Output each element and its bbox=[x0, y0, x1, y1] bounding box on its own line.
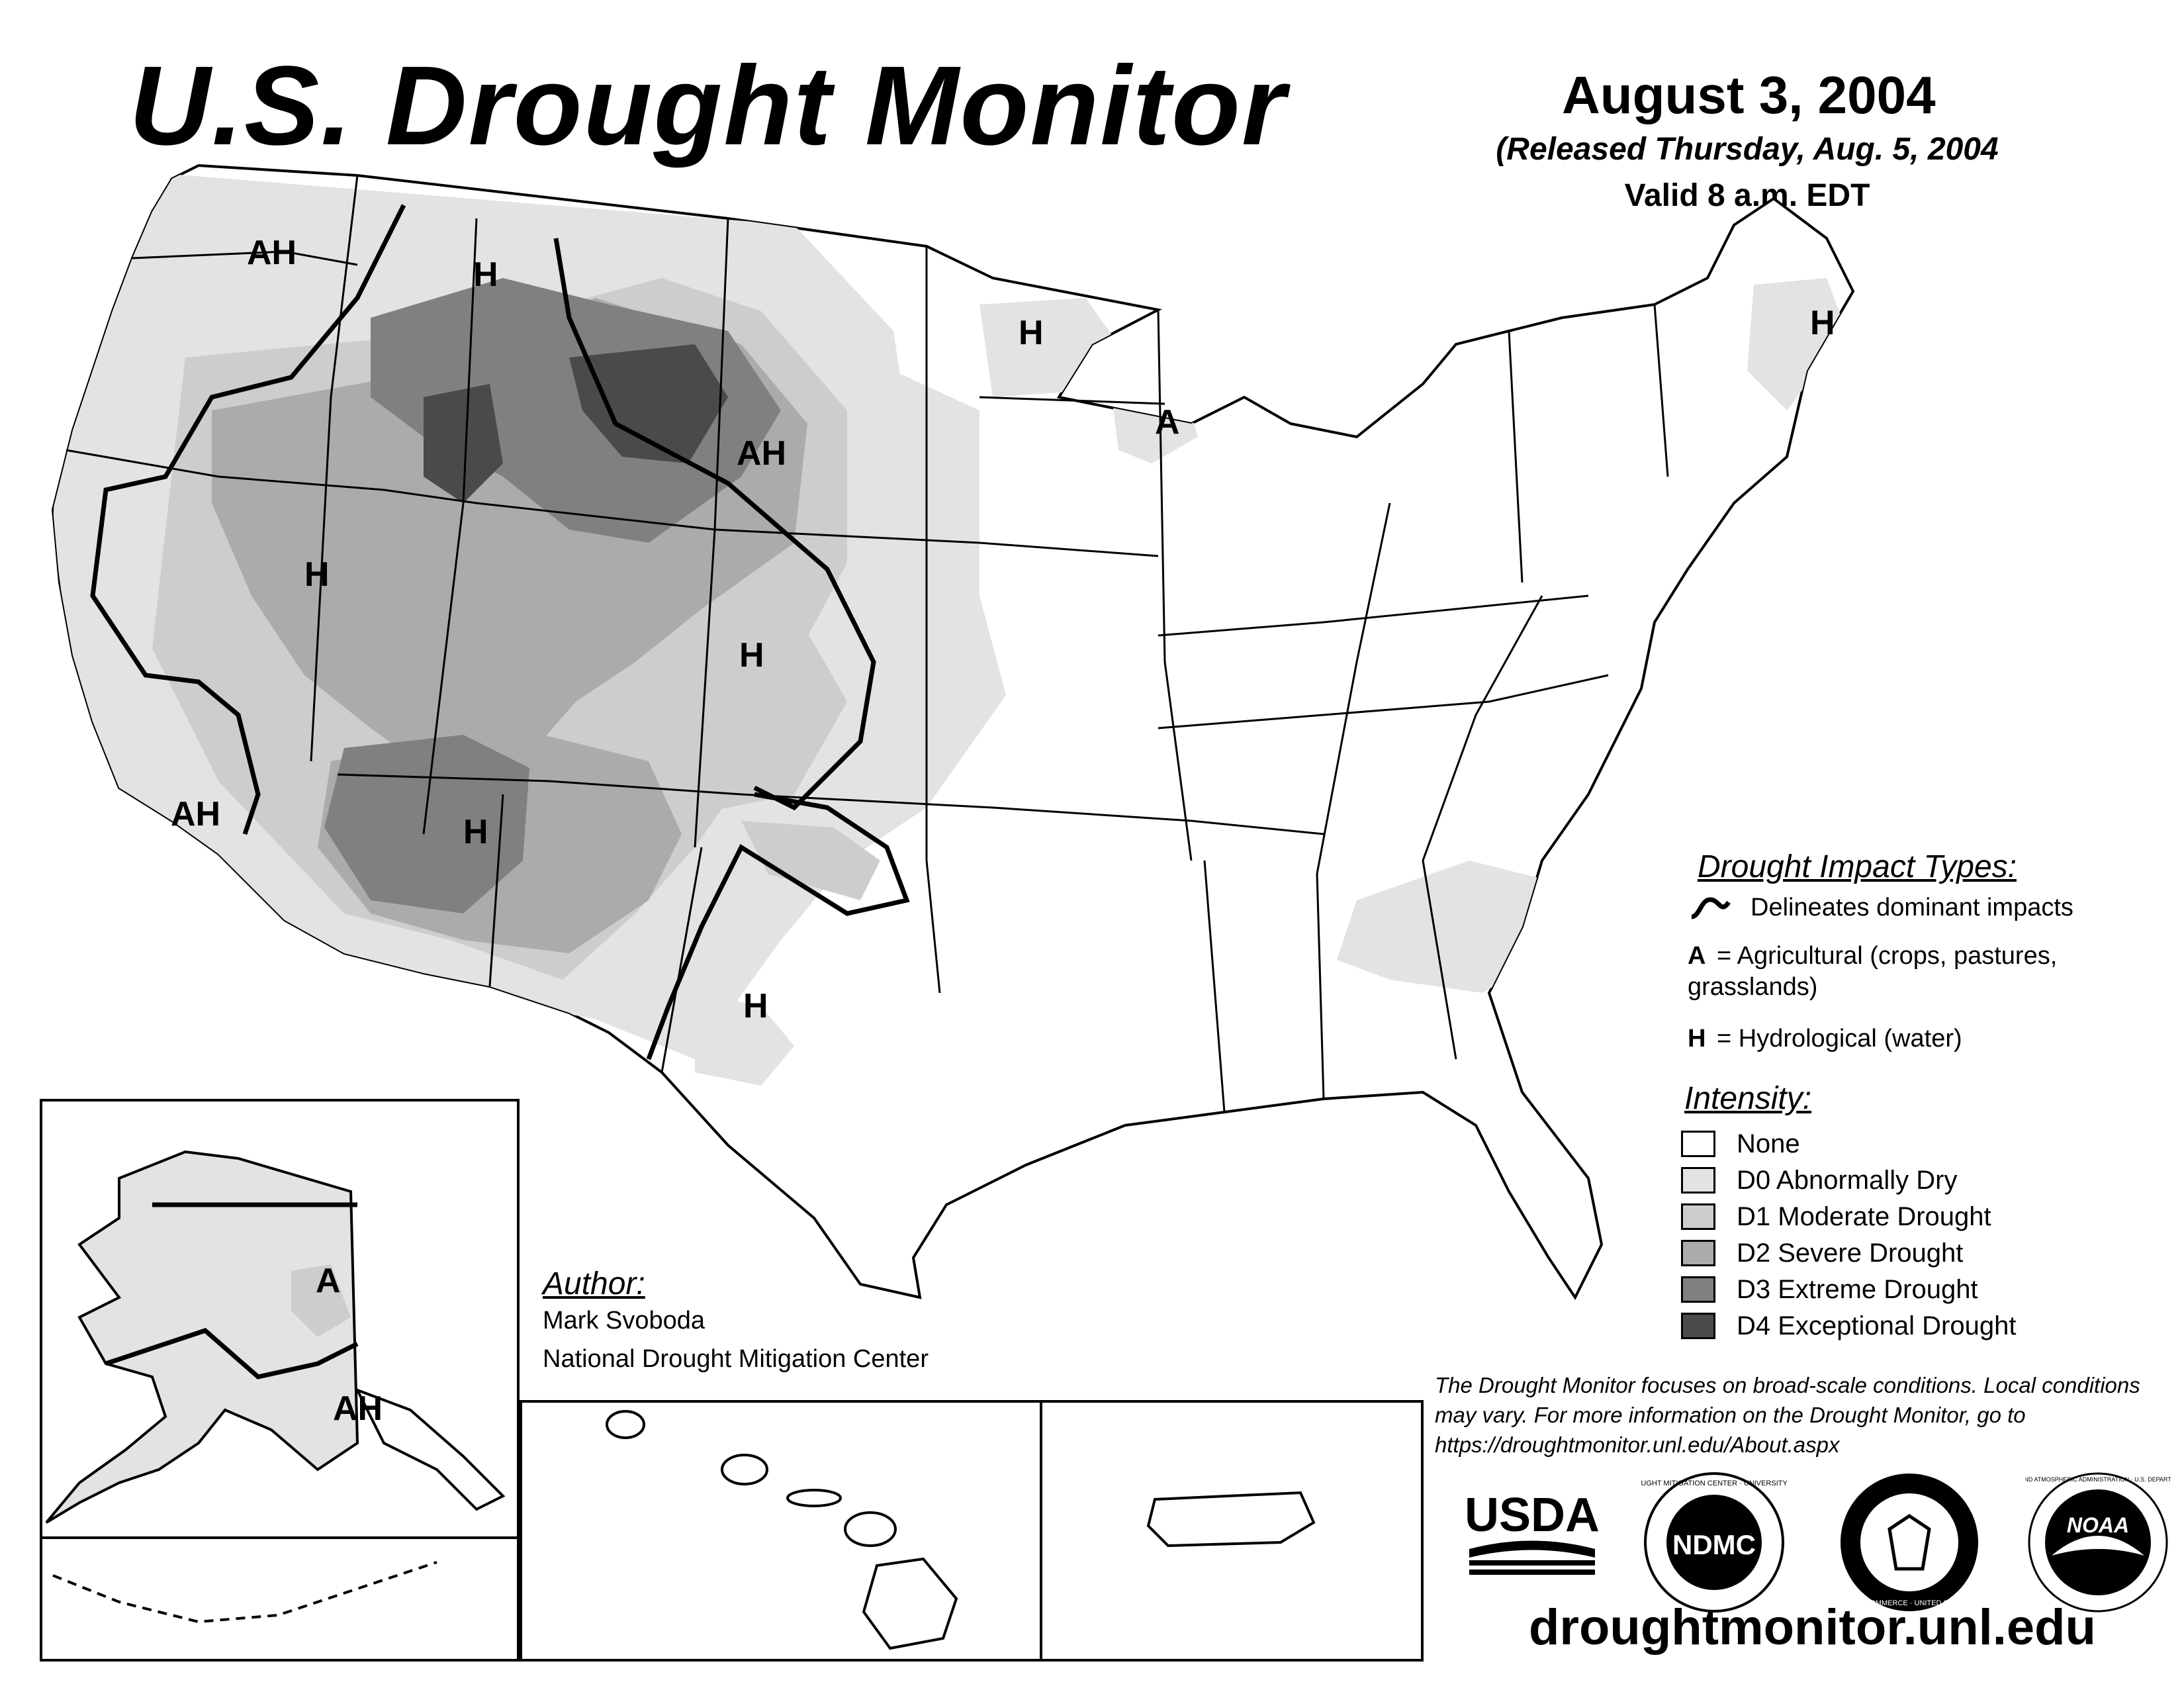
svg-text:NOAA: NOAA bbox=[2067, 1513, 2129, 1537]
aleutians-inset bbox=[40, 1539, 520, 1662]
hawaii-kauai bbox=[606, 1410, 645, 1439]
label-colorado-kansas: H bbox=[739, 636, 764, 675]
label-montana: H bbox=[473, 256, 498, 294]
label-wyoming-dakota: AH bbox=[737, 434, 787, 473]
swatch-d0 bbox=[1681, 1167, 1715, 1194]
d4-wyoming bbox=[569, 344, 728, 463]
legend-label: None bbox=[1737, 1129, 1800, 1158]
usda-logo: USDA bbox=[1465, 1489, 1600, 1575]
agricultural-desc: = Agricultural (crops, pastures, bbox=[1717, 942, 2058, 970]
svg-text:NDMC: NDMC bbox=[1672, 1529, 1756, 1560]
alaska-inset bbox=[40, 1099, 520, 1539]
d0-southeast bbox=[1337, 861, 1562, 993]
hydrological-key: H bbox=[1688, 1025, 1706, 1053]
swatch-d4 bbox=[1681, 1313, 1715, 1339]
d1-oklahoma bbox=[741, 821, 880, 900]
delineation-texas bbox=[646, 792, 910, 1060]
valid-time: Valid 8 a.m. EDT bbox=[1624, 178, 1870, 213]
hawaii-molokai bbox=[786, 1489, 842, 1507]
d0-plains bbox=[847, 371, 979, 635]
island-maps bbox=[606, 1410, 1316, 1650]
label-washington: AH bbox=[247, 234, 297, 272]
legend-d4: D4 Exceptional Drought bbox=[1681, 1311, 2016, 1341]
impact-types-heading: Drought Impact Types: bbox=[1698, 849, 2017, 884]
swatch-d2 bbox=[1681, 1240, 1715, 1266]
map-title: U.S. Drought Monitor bbox=[129, 43, 1287, 169]
svg-text:NATIONAL DROUGHT MITIGATION CE: NATIONAL DROUGHT MITIGATION CENTER · UNI… bbox=[1641, 1479, 1787, 1487]
alaska-panhandle bbox=[354, 1387, 506, 1511]
author-heading: Author: bbox=[543, 1266, 645, 1301]
d0-texas bbox=[695, 993, 794, 1086]
hawaii-big-island bbox=[862, 1557, 958, 1650]
legend-label: D0 Abnormally Dry bbox=[1737, 1165, 1958, 1195]
label-maine: H bbox=[1810, 304, 1835, 342]
legend-d0: D0 Abnormally Dry bbox=[1681, 1165, 1957, 1196]
delineation-west bbox=[90, 204, 406, 835]
label-texas: H bbox=[743, 987, 768, 1025]
alaska-map bbox=[45, 1150, 506, 1624]
agricultural-desc-2: grasslands) bbox=[1688, 973, 1818, 1001]
hawaii-oahu bbox=[721, 1454, 768, 1485]
svg-text:DEPARTMENT OF COMMERCE · UNITE: DEPARTMENT OF COMMERCE · UNITED STATES O… bbox=[1837, 1599, 1982, 1607]
legend-none: None bbox=[1681, 1129, 1800, 1159]
map-date: August 3, 2004 bbox=[1562, 66, 1936, 124]
d1-colorado bbox=[609, 596, 847, 814]
label-wisconsin: A bbox=[1155, 403, 1180, 442]
hydrological-desc: = Hydrological (water) bbox=[1717, 1025, 1962, 1053]
author-org: National Drought Mitigation Center bbox=[543, 1345, 929, 1373]
swatch-d1 bbox=[1681, 1203, 1715, 1230]
svg-text:NATIONAL OCEANIC AND ATMOSPHER: NATIONAL OCEANIC AND ATMOSPHERIC ADMINIS… bbox=[2025, 1476, 2171, 1483]
alaska-delineation-south bbox=[105, 1328, 359, 1380]
hawaii-maui bbox=[844, 1511, 897, 1547]
noaa-logo: NOAA NATIONAL OCEANIC AND ATMOSPHERIC AD… bbox=[2025, 1472, 2171, 1613]
d0-maine bbox=[1747, 278, 1846, 410]
legend-label: D3 Extreme Drought bbox=[1737, 1274, 1978, 1304]
legend-label: D2 Severe Drought bbox=[1737, 1238, 1964, 1268]
legend-d1: D1 Moderate Drought bbox=[1681, 1201, 1991, 1232]
label-alaska-interior: A bbox=[316, 1262, 341, 1300]
label-alaska-south: AH bbox=[333, 1389, 383, 1428]
label-nevada: H bbox=[304, 555, 330, 594]
puerto-rico-inset bbox=[1040, 1400, 1424, 1662]
alaska-outline bbox=[45, 1150, 359, 1524]
label-california: AH bbox=[171, 795, 221, 833]
state-boundaries bbox=[66, 175, 1669, 1113]
d4-idaho bbox=[424, 384, 503, 503]
ndmc-logo: NDMC NATIONAL DROUGHT MITIGATION CENTER … bbox=[1641, 1472, 1787, 1613]
swatch-none bbox=[1681, 1131, 1715, 1157]
label-minnesota: H bbox=[1019, 314, 1044, 352]
disclaimer-text: The Drought Monitor focuses on broad-sca… bbox=[1435, 1373, 2140, 1457]
legend-d2: D2 Severe Drought bbox=[1681, 1238, 1963, 1268]
d3-north-rockies bbox=[371, 278, 781, 543]
legend-d3: D3 Extreme Drought bbox=[1681, 1274, 1978, 1305]
footer-url[interactable]: droughtmonitor.unl.edu bbox=[1529, 1599, 2096, 1656]
svg-text:USDA: USDA bbox=[1465, 1489, 1600, 1542]
aleutian-chain bbox=[52, 1561, 437, 1624]
delineates-text: Delineates dominant impacts bbox=[1751, 894, 2073, 921]
delineation-symbol-icon bbox=[1691, 897, 1731, 919]
legend-label: D1 Moderate Drought bbox=[1737, 1201, 1991, 1231]
swatch-d3 bbox=[1681, 1276, 1715, 1303]
label-arizona: H bbox=[463, 813, 488, 851]
commerce-logo: DEPARTMENT OF COMMERCE · UNITED STATES O… bbox=[1837, 1474, 1982, 1611]
intensity-heading: Intensity: bbox=[1684, 1081, 1812, 1116]
release-date: (Released Thursday, Aug. 5, 2004 bbox=[1496, 132, 1999, 167]
author-name: Mark Svoboda bbox=[543, 1307, 705, 1335]
legend-label: D4 Exceptional Drought bbox=[1737, 1311, 2017, 1340]
alaska-d1 bbox=[291, 1264, 351, 1337]
delineation-rockies bbox=[553, 238, 876, 811]
puerto-rico bbox=[1146, 1491, 1316, 1548]
agricultural-key: A bbox=[1688, 942, 1706, 970]
